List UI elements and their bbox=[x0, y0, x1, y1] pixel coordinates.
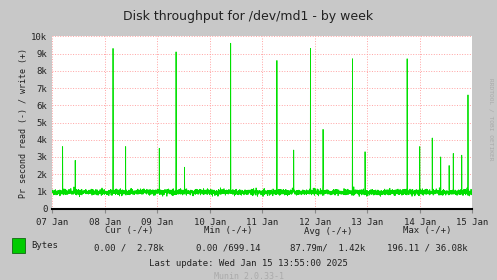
Text: Munin 2.0.33-1: Munin 2.0.33-1 bbox=[214, 272, 283, 280]
Text: 196.11 / 36.08k: 196.11 / 36.08k bbox=[387, 243, 468, 252]
Text: 87.79m/  1.42k: 87.79m/ 1.42k bbox=[290, 243, 366, 252]
Y-axis label: Pr second read (-) / write (+): Pr second read (-) / write (+) bbox=[19, 48, 28, 197]
Text: Bytes: Bytes bbox=[31, 241, 58, 250]
Text: RRDTOOL / TOBI OETIKER: RRDTOOL / TOBI OETIKER bbox=[489, 78, 494, 161]
Text: Avg (-/+): Avg (-/+) bbox=[304, 227, 352, 235]
Text: Max (-/+): Max (-/+) bbox=[403, 227, 452, 235]
Text: Min (-/+): Min (-/+) bbox=[204, 227, 253, 235]
Text: Cur (-/+): Cur (-/+) bbox=[105, 227, 154, 235]
Text: 0.00 /  2.78k: 0.00 / 2.78k bbox=[94, 243, 164, 252]
Text: 0.00 /699.14: 0.00 /699.14 bbox=[196, 243, 261, 252]
Text: Disk throughput for /dev/md1 - by week: Disk throughput for /dev/md1 - by week bbox=[123, 10, 374, 23]
Text: Last update: Wed Jan 15 13:55:00 2025: Last update: Wed Jan 15 13:55:00 2025 bbox=[149, 259, 348, 268]
